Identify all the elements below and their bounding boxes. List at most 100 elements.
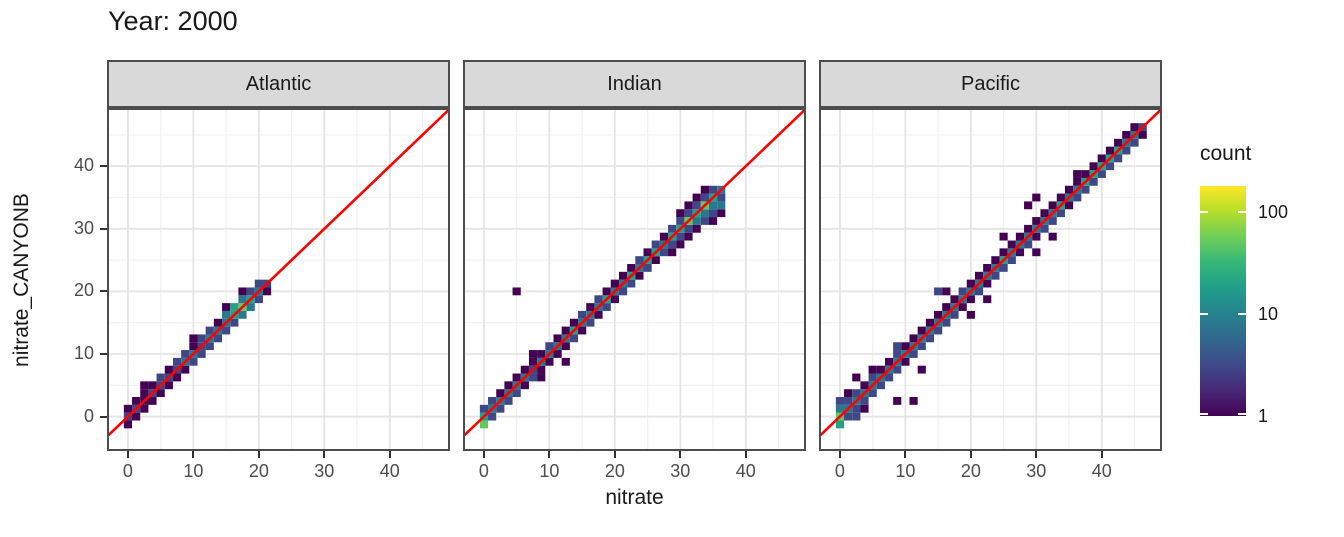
bin2d-cell	[238, 295, 247, 304]
x-tick-label: 0	[834, 461, 845, 481]
bin2d-cell	[1015, 232, 1025, 241]
bin2d-cell	[512, 287, 521, 296]
bin2d-cell	[835, 404, 845, 413]
bin2d-cell	[659, 232, 669, 241]
bin2d-cell	[1040, 209, 1049, 218]
bin2d-cell	[635, 256, 644, 265]
bin2d-cell	[958, 303, 967, 311]
bin2d-cell	[528, 373, 538, 382]
bin2d-cell	[181, 350, 190, 358]
x-tick-label: 10	[895, 461, 916, 481]
bin2d-cell	[1056, 209, 1065, 218]
bin2d-cell	[230, 303, 239, 311]
bin2d-cell	[692, 193, 701, 202]
bin2d-cell	[1097, 154, 1106, 163]
bin2d-cell	[668, 240, 677, 249]
panel-border	[819, 108, 1162, 451]
x-tick-mark	[482, 451, 485, 458]
panel-plot	[107, 108, 450, 451]
bin2d-cell	[238, 310, 247, 319]
bin2d-cell	[966, 295, 975, 304]
bin2d-cell	[708, 185, 718, 194]
bin2d-cell	[1048, 217, 1057, 225]
y-tick-label: 0	[83, 405, 94, 426]
bin2d-cell	[1024, 240, 1033, 249]
bin2d-cell	[578, 326, 587, 335]
bin2d-cell	[852, 389, 861, 398]
x-tick-label: 20	[604, 461, 625, 481]
bin2d-cell	[983, 295, 992, 304]
x-tick-label: 0	[122, 461, 133, 481]
bin2d-cell	[942, 318, 951, 327]
legend-tick-mark	[1238, 413, 1246, 415]
bin2d-cell	[684, 201, 693, 210]
bin2d-cell	[651, 240, 660, 249]
x-tick-mark	[388, 451, 391, 458]
legend-colorbar	[1200, 186, 1246, 416]
bin2d-cell	[708, 201, 718, 210]
bin2d-cell	[999, 264, 1008, 272]
x-tick-label: 10	[183, 461, 204, 481]
bin2d-cell	[254, 279, 263, 288]
bin2d-cell	[1024, 201, 1033, 210]
bin2d-cell	[618, 271, 628, 280]
x-tick-mark	[126, 451, 129, 458]
bin2d-cell	[909, 350, 918, 358]
y-tick-label: 10	[73, 342, 94, 363]
x-tick-label: 10	[539, 461, 560, 481]
x-tick-label: 30	[314, 461, 335, 481]
bin2d-cell	[1064, 185, 1074, 194]
bin2d-cell	[537, 373, 546, 382]
bin2d-cell	[852, 412, 861, 421]
plot-title: Year: 2000	[108, 6, 238, 36]
bin2d-cell	[172, 373, 182, 382]
legend-tick-label: 100	[1258, 201, 1289, 222]
bin2d-cell	[197, 350, 206, 358]
bin2d-cell	[610, 295, 619, 304]
bin2d-cell	[1073, 170, 1082, 178]
x-axis-ticks: 0 10 20 30 40	[463, 451, 806, 493]
bin2d-cell	[1114, 138, 1123, 147]
panel-plot	[819, 108, 1162, 451]
bin2d-cell	[844, 412, 853, 421]
y-tick-mark	[100, 165, 107, 168]
bin2d-cell	[610, 279, 619, 288]
bin2d-cell	[1064, 201, 1074, 210]
bin2d-cell	[627, 264, 636, 272]
bin2d-cell	[1081, 170, 1090, 178]
bin2d-cell	[1097, 170, 1106, 178]
bin2d-cell	[140, 404, 149, 413]
bin2d-cell	[561, 342, 570, 351]
bin2d-cell	[934, 326, 943, 335]
bin2d-cell	[893, 365, 902, 374]
facet-panel: Pacific 0 10 20 30 40	[819, 60, 1162, 493]
bin2d-cell	[569, 334, 579, 343]
bin2d-cell	[140, 389, 149, 398]
bin2d-cell	[868, 373, 877, 382]
bin2d-cell	[254, 295, 263, 304]
x-tick-mark	[679, 451, 682, 458]
bin2d-cell	[586, 303, 595, 311]
bin2d-cell	[520, 365, 529, 374]
legend: count 100 10 1	[1198, 142, 1344, 452]
bin2d-cell	[676, 232, 685, 241]
bin2d-cell	[942, 287, 951, 296]
bin2d-cell	[1105, 162, 1115, 171]
bin2d-cell	[205, 342, 214, 351]
bin2d-cell	[917, 365, 926, 374]
bin2d-cell	[684, 209, 693, 218]
x-tick-mark	[904, 451, 907, 458]
x-tick-mark	[969, 451, 972, 458]
bin2d-cell	[909, 334, 918, 343]
bin2d-cell	[594, 310, 603, 319]
x-tick-label: 40	[379, 461, 400, 481]
bin2d-cell	[222, 310, 231, 319]
bin2d-cell	[676, 240, 685, 249]
bin2d-cell	[909, 397, 918, 405]
bin2d-cell	[545, 357, 554, 366]
identity-line	[107, 108, 450, 439]
x-tick-mark	[1035, 451, 1038, 458]
x-tick-mark	[744, 451, 747, 458]
bin2d-cell	[140, 381, 149, 390]
bin2d-cell	[950, 295, 959, 304]
